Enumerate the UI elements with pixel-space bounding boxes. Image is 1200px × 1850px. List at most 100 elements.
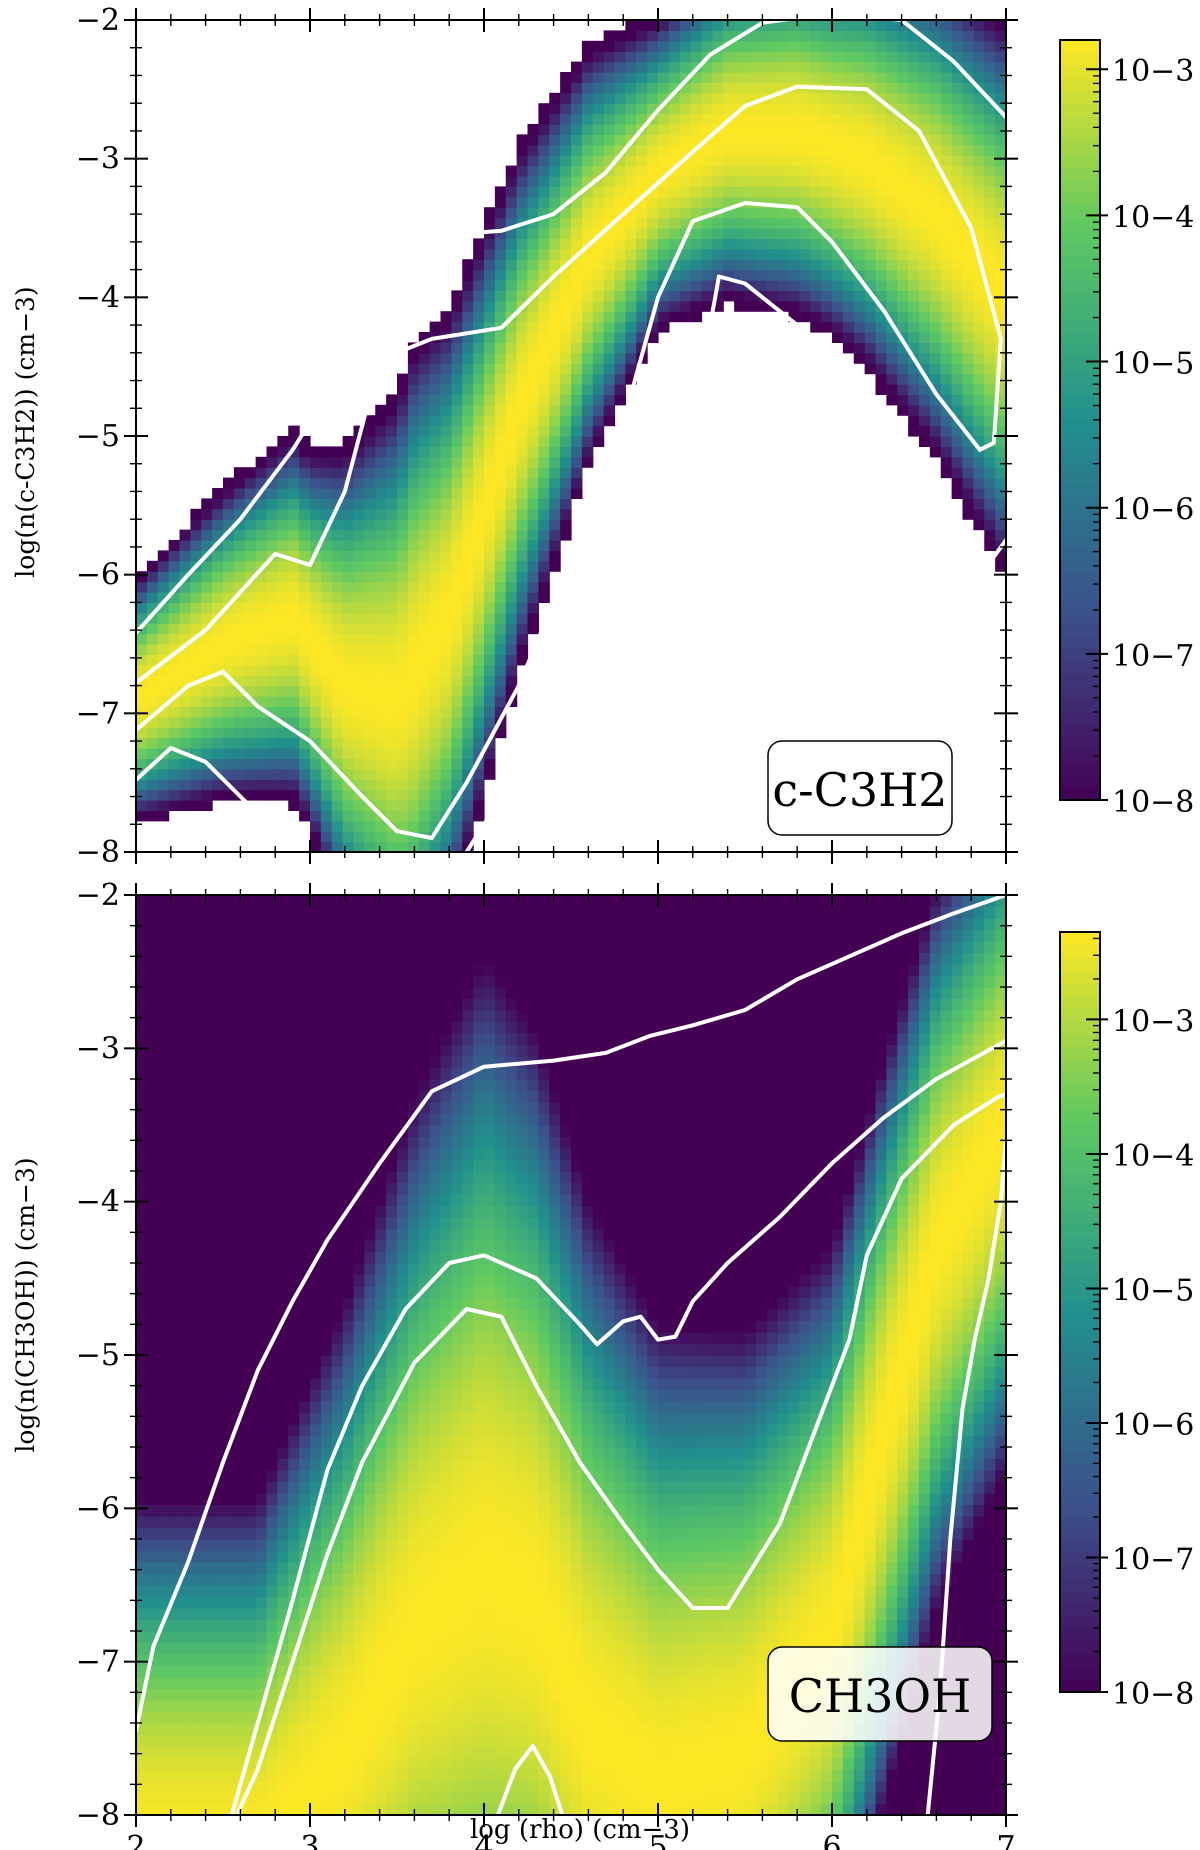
heatmap-cell — [233, 540, 246, 551]
heatmap-cell — [288, 895, 300, 908]
y-tick-label: −5 — [76, 419, 120, 454]
heatmap-cell — [505, 269, 518, 281]
heatmap-cell — [342, 1320, 355, 1333]
heatmap-cell — [636, 61, 648, 73]
heatmap-cell — [581, 72, 594, 83]
heatmap-cell — [440, 373, 452, 385]
heatmap-cell — [484, 696, 496, 707]
heatmap-cell — [288, 1378, 300, 1391]
heatmap-cell — [516, 259, 529, 271]
heatmap-cell — [984, 124, 996, 135]
heatmap-cell — [538, 477, 550, 489]
heatmap-cell — [505, 550, 518, 562]
heatmap-cell — [266, 1516, 278, 1529]
heatmap-cell — [146, 1412, 159, 1425]
heatmap-cell — [223, 906, 235, 919]
heatmap-cell — [233, 1470, 246, 1483]
heatmap-cell — [157, 602, 170, 614]
heatmap-cell — [766, 290, 779, 302]
heatmap-cell — [277, 1734, 289, 1747]
heatmap-cell — [647, 92, 659, 104]
heatmap-cell — [462, 342, 474, 354]
heatmap-cell — [451, 696, 463, 707]
heatmap-cell — [440, 716, 452, 728]
heatmap-cell — [440, 727, 452, 739]
heatmap-cell — [190, 1504, 202, 1517]
heatmap-cell — [429, 352, 442, 364]
heatmap-cell — [310, 519, 322, 531]
heatmap-cell — [244, 748, 257, 759]
heatmap-cell — [712, 155, 724, 167]
heatmap-cell — [364, 425, 376, 437]
heatmap-cell — [223, 964, 235, 977]
heatmap-cell — [625, 20, 637, 31]
heatmap-cell — [494, 550, 507, 562]
heatmap-cell — [853, 238, 866, 250]
heatmap-cell — [179, 1596, 191, 1609]
heatmap-cell — [407, 456, 420, 468]
heatmap-cell — [973, 352, 985, 364]
heatmap-cell — [668, 196, 681, 208]
heatmap-cell — [973, 332, 985, 343]
heatmap-cell — [690, 290, 703, 302]
heatmap-cell — [516, 248, 529, 260]
heatmap-cell — [266, 952, 278, 965]
heatmap-cell — [277, 1700, 289, 1713]
heatmap-cell — [320, 1182, 333, 1195]
heatmap-cell — [201, 1688, 213, 1701]
heatmap-cell — [212, 1757, 224, 1770]
heatmap-cell — [353, 1493, 365, 1506]
heatmap-cell — [592, 404, 605, 416]
heatmap-cell — [755, 259, 768, 271]
heatmap-cell — [244, 1355, 257, 1368]
heatmap-cell — [136, 696, 148, 707]
heatmap-cell — [331, 675, 344, 687]
heatmap-cell — [647, 217, 659, 229]
heatmap-cell — [658, 103, 670, 115]
heatmap-cell — [288, 446, 300, 458]
heatmap-cell — [364, 508, 376, 520]
heatmap-cell — [201, 1332, 213, 1345]
heatmap-cell — [919, 217, 931, 229]
heatmap-cell — [397, 560, 409, 572]
axis-ticks-c-c3h2: −8−7−6−5−4−3−2 — [76, 3, 1018, 870]
heatmap-cell — [212, 1769, 224, 1782]
heatmap-cell — [288, 1102, 300, 1115]
heatmap-cell — [810, 238, 822, 250]
heatmap-cell — [233, 1757, 246, 1770]
heatmap-cell — [451, 550, 463, 562]
heatmap-cell — [505, 165, 518, 177]
heatmap-cell — [538, 155, 550, 167]
heatmap-cell — [614, 51, 626, 63]
heatmap-cell — [288, 1033, 300, 1046]
heatmap-cell — [277, 1412, 289, 1425]
heatmap-cell — [658, 248, 670, 260]
heatmap-cell — [647, 82, 659, 94]
heatmap-cell — [266, 1700, 278, 1713]
heatmap-cell — [201, 918, 213, 931]
heatmap-cell — [212, 1424, 224, 1437]
heatmap-cell — [908, 404, 920, 416]
heatmap-cell — [201, 1274, 213, 1287]
heatmap-cell — [777, 124, 790, 135]
heatmap-cell — [201, 1056, 213, 1069]
heatmap-cell — [386, 571, 398, 583]
heatmap-cell — [429, 727, 442, 739]
heatmap-cell — [168, 1642, 181, 1655]
heatmap-cell — [875, 352, 887, 364]
heatmap-cell — [625, 321, 637, 333]
heatmap-cell — [342, 1286, 355, 1299]
heatmap-cell — [212, 964, 224, 977]
heatmap-cell — [864, 176, 877, 187]
heatmap-cell — [766, 82, 779, 94]
heatmap-cell — [407, 664, 420, 676]
heatmap-cell — [364, 1792, 376, 1805]
heatmap-cell — [690, 124, 703, 135]
heatmap-cell — [179, 1585, 191, 1598]
heatmap-cell — [244, 1286, 257, 1299]
heatmap-cell — [244, 1481, 257, 1494]
heatmap-cell — [277, 1481, 289, 1494]
heatmap-cell — [223, 1711, 235, 1724]
heatmap-cell — [146, 1079, 159, 1092]
heatmap-cell — [299, 779, 311, 791]
